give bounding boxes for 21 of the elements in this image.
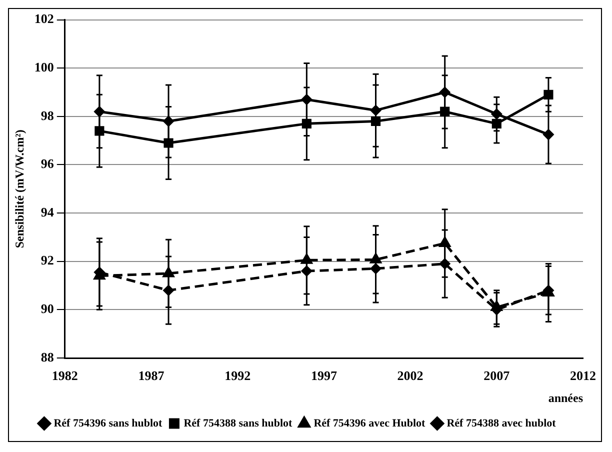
x-tick-label: 2007 [484, 368, 510, 384]
x-tick-label: 1982 [52, 368, 78, 384]
y-tick-label: 98 [40, 108, 54, 123]
y-tick-label: 90 [40, 301, 54, 316]
y-axis-title: Sensibilité (mV/W.cm²) [12, 130, 26, 248]
x-tick-label: 1997 [310, 368, 338, 384]
x-axis-title: années [548, 390, 584, 405]
y-tick-label: 94 [40, 204, 54, 220]
x-tick-label: 2012 [570, 368, 596, 384]
legend-label: Réf 754396 sans hublot [54, 417, 163, 430]
x-tick-label: 2002 [397, 368, 424, 384]
y-tick-label: 92 [40, 252, 54, 268]
x-tick-label: 1992 [224, 368, 251, 384]
legend-label: Réf 754396 avec Hublot [314, 417, 426, 430]
legend-label: Réf 754388 sans hublot [184, 417, 293, 430]
x-tick-label: 1987 [138, 368, 165, 384]
y-tick-label: 88 [40, 349, 54, 364]
legend-label: Réf 754388 avec hublot [446, 417, 556, 430]
y-tick-label: 100 [34, 59, 54, 74]
y-tick-label: 102 [34, 11, 54, 26]
y-tick-label: 96 [40, 156, 54, 172]
